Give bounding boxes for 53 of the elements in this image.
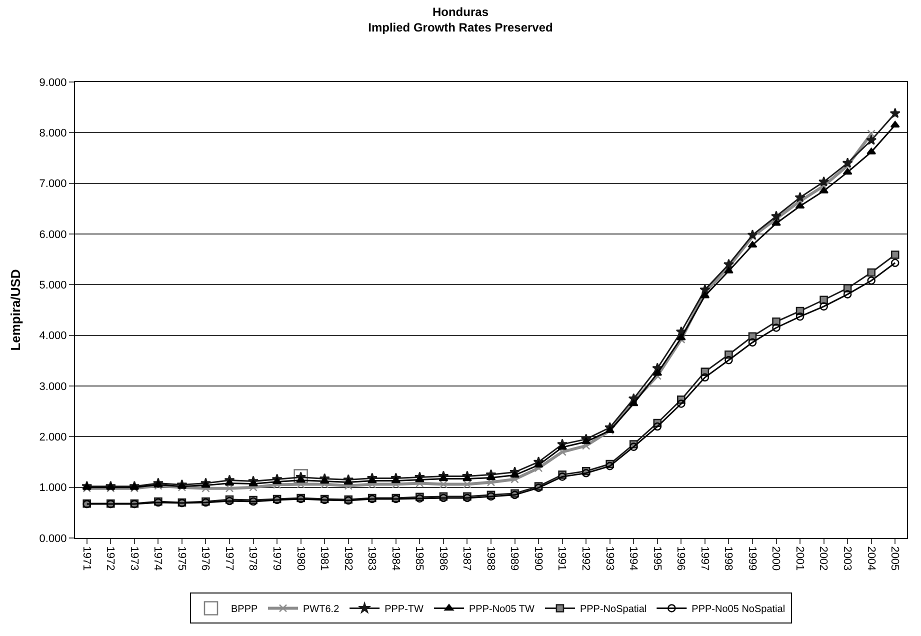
y-tick-label: 6.000 [39, 228, 67, 241]
x-tick-label: 2002 [817, 546, 830, 571]
x-tick-label: 1986 [436, 546, 449, 571]
y-tick-label: 4.000 [39, 330, 67, 342]
x-tick-label: 1997 [698, 546, 710, 571]
x-tick-label: 1976 [199, 546, 212, 571]
y-axis-title: Lempira/USD [8, 269, 24, 351]
x-tick-label: 1996 [674, 546, 687, 571]
legend-label: PPP-No05 TW [469, 604, 535, 616]
x-tick-label: 1983 [366, 546, 378, 571]
x-tick-label: 1978 [246, 546, 259, 571]
y-tick-label: 7.000 [39, 178, 67, 190]
x-tick-label: 1977 [222, 546, 235, 571]
x-tick-label: 1993 [603, 546, 616, 571]
legend-label: PPP-TW [384, 604, 424, 616]
x-tick-label: 2004 [864, 546, 877, 571]
x-tick-label: 1973 [128, 546, 140, 571]
x-tick-label: 1979 [270, 546, 282, 571]
x-tick-label: 1994 [627, 546, 640, 571]
x-tick-label: 1989 [508, 546, 520, 571]
y-tick-label: 3.000 [39, 380, 67, 393]
x-tick-label: 1980 [294, 546, 306, 571]
chart-title: Honduras Implied Growth Rates Preserved [368, 4, 553, 34]
legend-label: PWT6.2 [303, 604, 340, 616]
x-tick-label: 1975 [175, 546, 188, 571]
x-tick-label: 2001 [793, 546, 806, 571]
y-tick-label: 0.000 [39, 532, 67, 545]
y-tick-label: 1.000 [39, 482, 67, 494]
y-tick-label: 5.000 [39, 280, 67, 292]
x-tick-label: 1974 [152, 546, 164, 571]
x-tick-label: 1972 [104, 546, 116, 571]
y-tick-label: 9.000 [39, 76, 67, 89]
x-tick-label: 1992 [580, 546, 592, 571]
x-tick-label: 1988 [484, 546, 496, 571]
x-tick-label: 1998 [722, 546, 734, 571]
x-tick-label: 1999 [746, 546, 758, 571]
x-tick-label: 1971 [80, 546, 92, 571]
x-tick-label: 1991 [556, 546, 568, 571]
x-tick-label: 1987 [460, 546, 473, 571]
y-tick-label: 8.000 [39, 128, 67, 140]
x-tick-label: 2000 [770, 546, 782, 571]
legend-label: PPP-No05 NoSpatial [692, 604, 786, 616]
y-tick-label: 2.000 [39, 432, 67, 444]
x-tick-label: 1984 [389, 546, 402, 571]
x-tick-label: 2003 [840, 546, 853, 571]
x-tick-label: 1981 [318, 546, 330, 571]
x-tick-label: 1985 [413, 546, 426, 571]
legend-label: BPPP [231, 604, 258, 616]
x-tick-label: 1995 [650, 546, 663, 571]
legend-label: PPP-NoSpatial [580, 604, 647, 616]
x-tick-label: 2005 [888, 546, 901, 571]
x-tick-label: 1990 [532, 546, 544, 571]
x-tick-label: 1982 [342, 546, 354, 571]
